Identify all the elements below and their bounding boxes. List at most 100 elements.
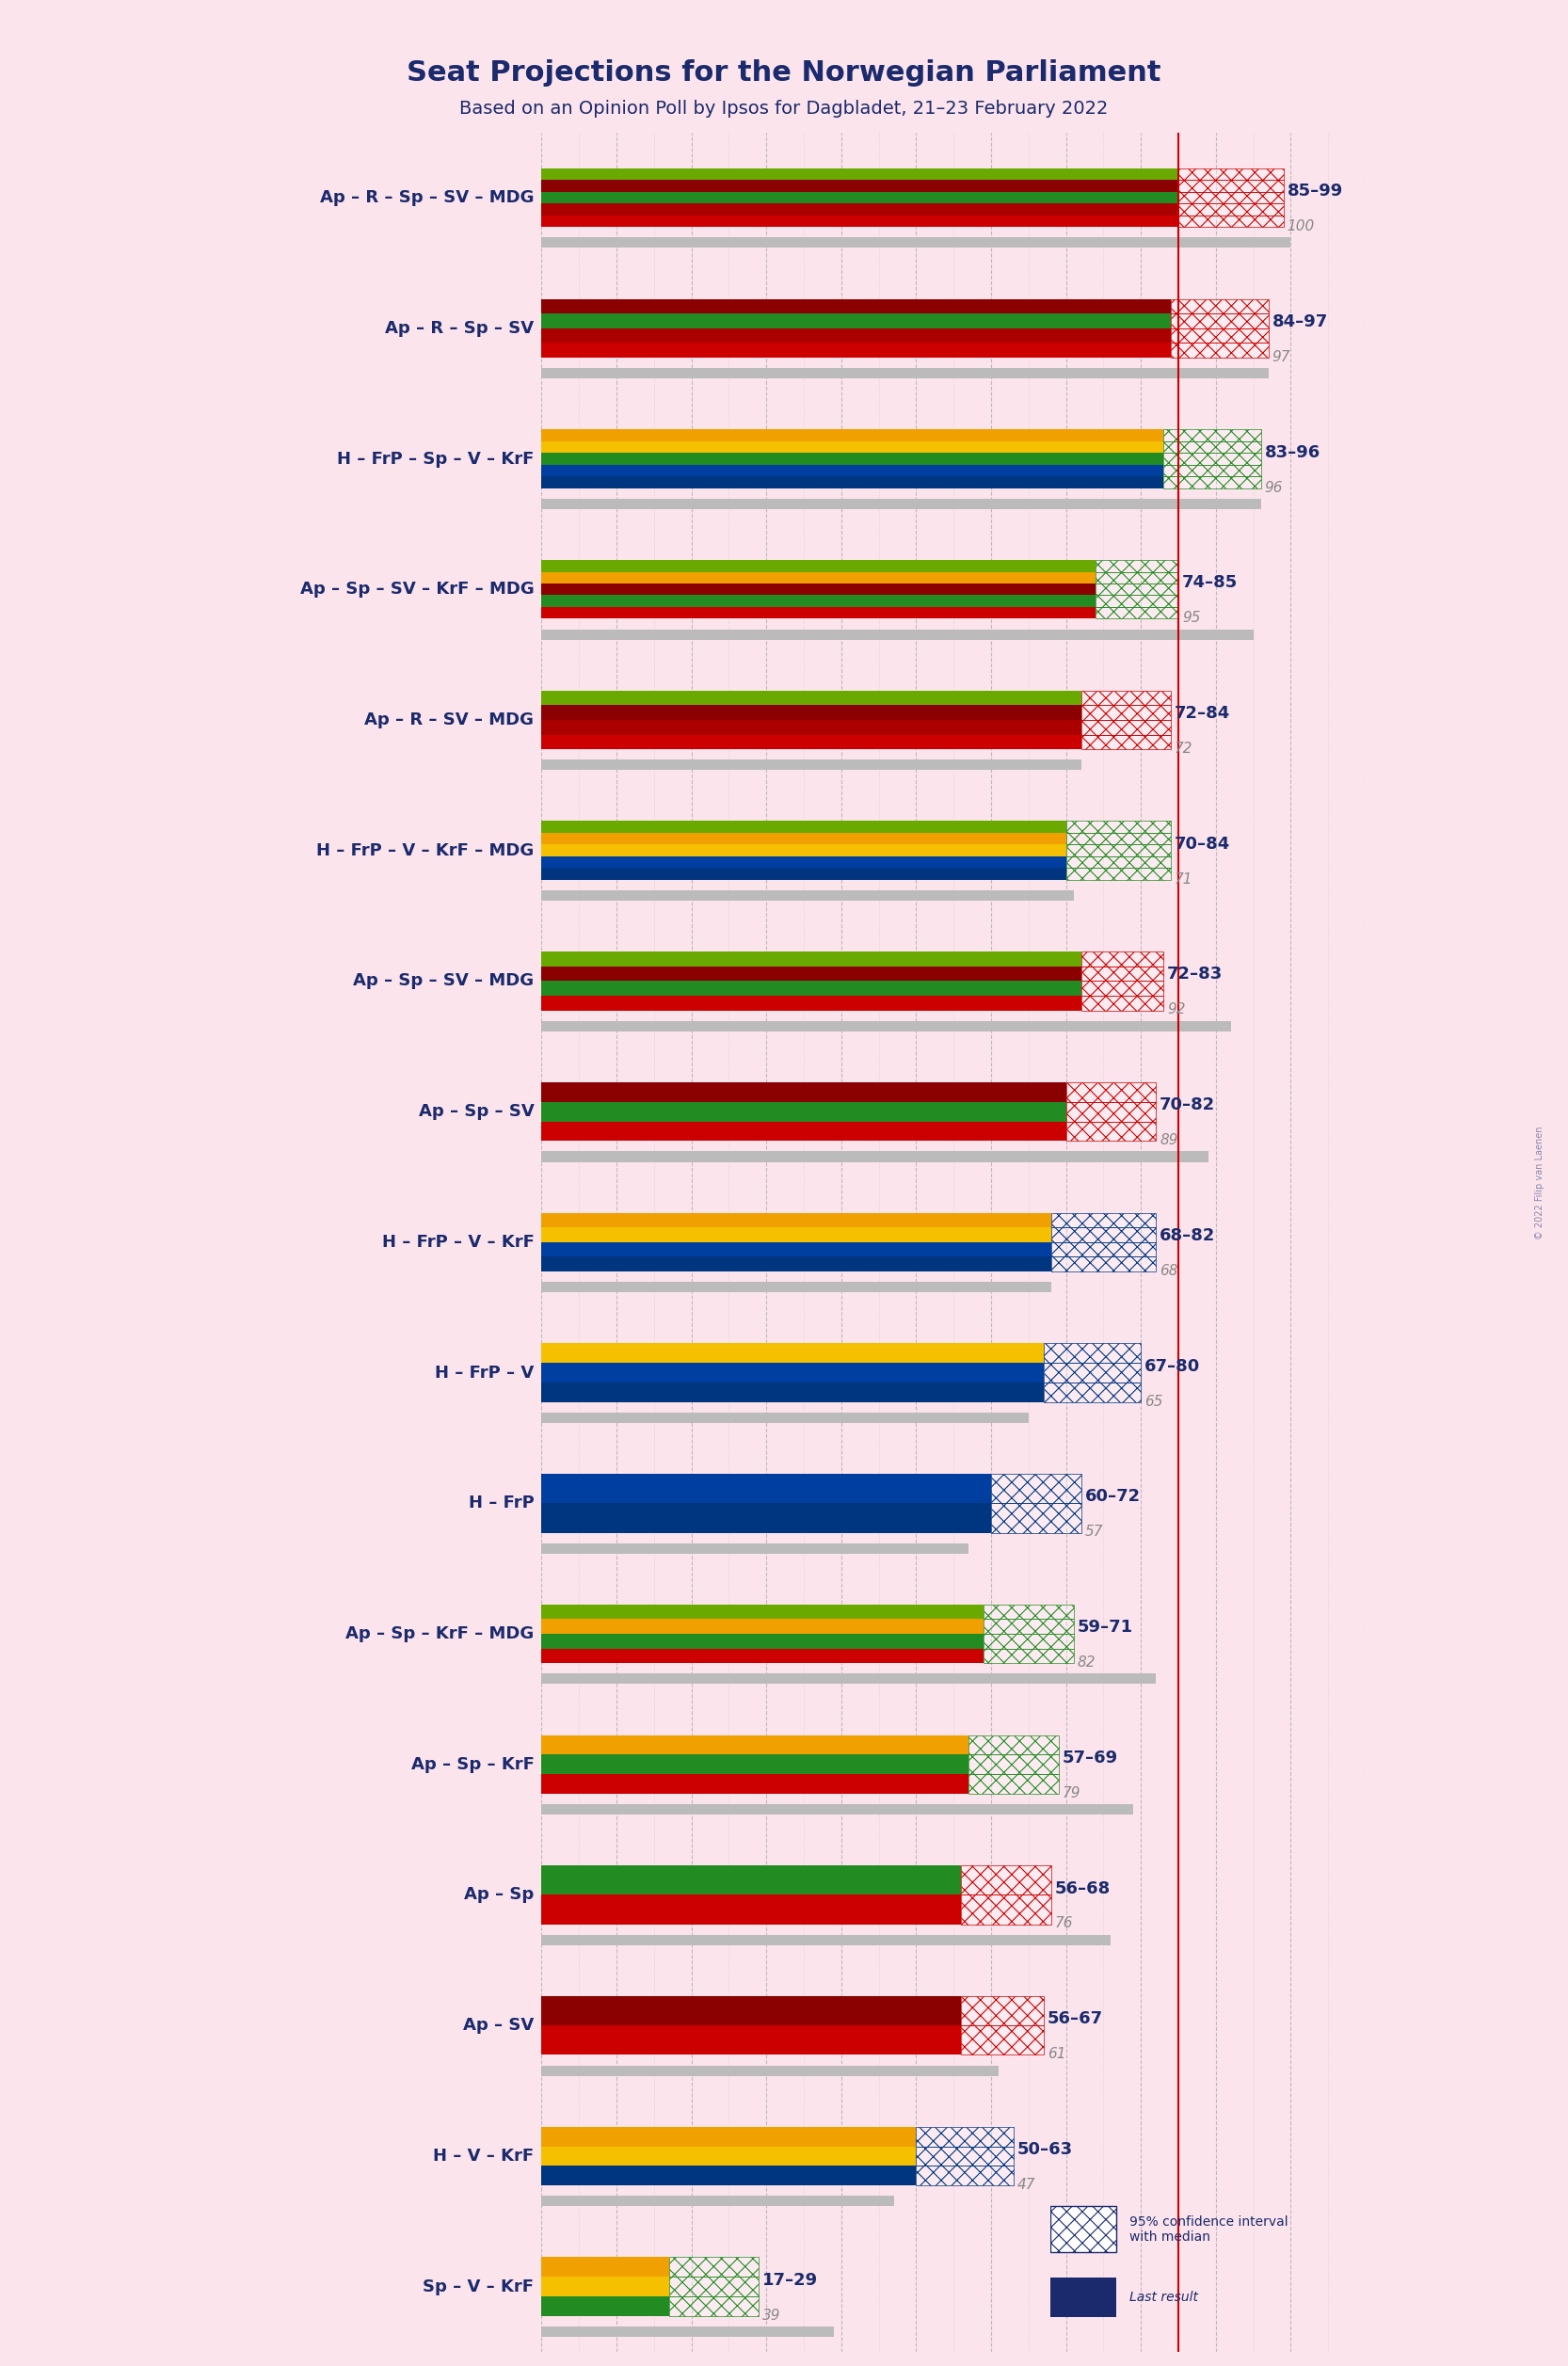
Bar — [1096, 561, 1179, 573]
Bar — [1066, 868, 1171, 880]
Bar — [969, 1734, 1058, 1756]
Bar — [541, 2025, 961, 2054]
Bar — [1163, 464, 1261, 476]
Bar — [1179, 168, 1283, 180]
Bar — [1179, 180, 1283, 192]
Bar — [670, 2257, 759, 2276]
Text: 82: 82 — [1077, 1656, 1096, 1670]
Bar — [541, 1363, 1044, 1382]
Bar — [1163, 476, 1261, 487]
Bar — [983, 1618, 1074, 1635]
Bar — [541, 719, 1080, 733]
Bar — [541, 1081, 1066, 1103]
Bar — [1080, 691, 1171, 705]
Text: 72–83: 72–83 — [1167, 965, 1223, 982]
Bar — [541, 1413, 1029, 1422]
Text: H – FrP – Sp – V – KrF: H – FrP – Sp – V – KrF — [337, 450, 535, 466]
Bar — [961, 1997, 1044, 2025]
Text: 56–68: 56–68 — [1055, 1881, 1110, 1898]
Text: 79: 79 — [1062, 1786, 1080, 1801]
Text: 96: 96 — [1264, 480, 1283, 494]
Bar — [991, 1474, 1080, 1502]
Bar — [541, 1673, 1156, 1685]
Bar — [969, 1734, 1058, 1756]
Text: Sp – V – KrF: Sp – V – KrF — [423, 2278, 535, 2295]
Bar — [1163, 431, 1261, 440]
Text: H – FrP: H – FrP — [469, 1495, 535, 1512]
Bar — [541, 833, 1066, 845]
Bar — [1051, 2278, 1116, 2316]
Text: Ap – Sp – KrF – MDG: Ap – Sp – KrF – MDG — [345, 1625, 535, 1642]
Bar — [1171, 343, 1269, 357]
Text: 95: 95 — [1182, 610, 1201, 625]
Text: 68: 68 — [1160, 1263, 1178, 1278]
Bar — [1080, 951, 1163, 965]
Bar — [541, 2297, 670, 2316]
Bar — [541, 965, 1080, 982]
Bar — [916, 2127, 1013, 2146]
Text: Last result: Last result — [1129, 2290, 1198, 2304]
Bar — [541, 1344, 1044, 1363]
Bar — [541, 608, 1096, 620]
Text: 76: 76 — [1055, 1916, 1073, 1931]
Bar — [1051, 1242, 1156, 1256]
Text: 74–85: 74–85 — [1182, 575, 1237, 592]
Bar — [670, 2276, 759, 2297]
Bar — [983, 1635, 1074, 1649]
Bar — [1044, 1363, 1142, 1382]
Bar — [541, 2326, 834, 2338]
Bar — [1044, 1382, 1142, 1403]
Bar — [1066, 856, 1171, 868]
Bar — [1066, 1121, 1156, 1140]
Bar — [1179, 203, 1283, 215]
Text: 97: 97 — [1272, 350, 1290, 364]
Bar — [541, 476, 1163, 487]
Bar — [541, 1649, 983, 1663]
Bar — [969, 1774, 1058, 1793]
Text: 71: 71 — [1174, 873, 1193, 887]
Bar — [670, 2276, 759, 2297]
Bar — [969, 1774, 1058, 1793]
Bar — [916, 2146, 1013, 2165]
Bar — [1179, 180, 1283, 192]
Bar — [541, 1382, 1044, 1403]
Text: 92: 92 — [1167, 1003, 1185, 1017]
Bar — [1179, 168, 1283, 180]
Bar — [541, 1895, 961, 1924]
Text: Ap – Sp – SV: Ap – Sp – SV — [419, 1103, 535, 1119]
Text: 56–67: 56–67 — [1047, 2011, 1102, 2028]
Bar — [541, 369, 1269, 379]
Bar — [541, 237, 1290, 248]
Bar — [541, 298, 1171, 315]
Bar — [1096, 573, 1179, 584]
Bar — [541, 868, 1066, 880]
Bar — [1066, 868, 1171, 880]
Bar — [541, 2146, 916, 2165]
Bar — [541, 996, 1080, 1010]
Bar — [1171, 298, 1269, 315]
Bar — [541, 1805, 1134, 1815]
Text: Ap – Sp: Ap – Sp — [464, 1886, 535, 1902]
Bar — [1179, 203, 1283, 215]
Text: Ap – Sp – SV – KrF – MDG: Ap – Sp – SV – KrF – MDG — [299, 582, 535, 599]
Bar — [541, 1256, 1051, 1271]
Text: Ap – R – Sp – SV – MDG: Ap – R – Sp – SV – MDG — [320, 189, 535, 206]
Text: 65: 65 — [1145, 1394, 1163, 1408]
Text: 83–96: 83–96 — [1264, 445, 1320, 461]
Bar — [1179, 192, 1283, 203]
Text: 100: 100 — [1287, 220, 1314, 234]
Text: 72–84: 72–84 — [1174, 705, 1231, 722]
Bar — [541, 1543, 969, 1554]
Bar — [1080, 951, 1163, 965]
Bar — [541, 1997, 961, 2025]
Bar — [670, 2297, 759, 2316]
Bar — [1080, 982, 1163, 996]
Bar — [541, 215, 1179, 227]
Bar — [1171, 315, 1269, 329]
Bar — [541, 2165, 916, 2186]
Text: 70–84: 70–84 — [1174, 835, 1231, 852]
Bar — [1066, 1103, 1156, 1121]
Bar — [1044, 1363, 1142, 1382]
Bar — [1080, 719, 1171, 733]
Bar — [541, 2276, 670, 2297]
